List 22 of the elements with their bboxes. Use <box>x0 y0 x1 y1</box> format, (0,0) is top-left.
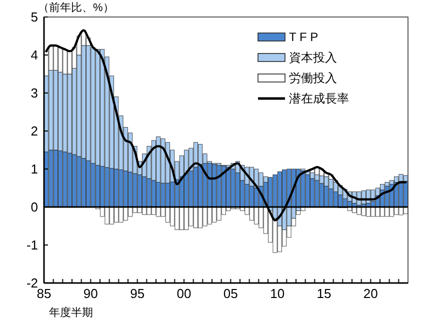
legend-label: T F P <box>289 30 318 44</box>
x-axis-title: 年度半期 <box>49 306 93 319</box>
x-tick-label: 15 <box>316 286 332 301</box>
legend-label: 潜在成長率 <box>289 92 349 106</box>
y-tick-label: 3 <box>30 86 38 101</box>
x-tick-label: 85 <box>36 286 52 301</box>
x-tick-label: 90 <box>83 286 98 301</box>
x-tick-label: 20 <box>363 286 378 301</box>
y-tick-label: -1 <box>26 238 38 253</box>
y-tick-label: 4 <box>30 48 38 63</box>
x-tick-label: 05 <box>223 286 238 301</box>
y-tick-label: 2 <box>30 124 38 139</box>
y-tick-label: 1 <box>30 162 38 177</box>
y-axis-title: （前年比、%） <box>38 1 114 14</box>
y-tick-label: 5 <box>30 10 38 25</box>
y-tick-label: 0 <box>30 200 38 215</box>
y-tick-label: -2 <box>26 276 38 291</box>
legend-label: 資本投入 <box>289 50 337 65</box>
x-tick-label: 00 <box>176 286 192 301</box>
x-tick-label: 95 <box>130 286 145 301</box>
x-tick-label: 10 <box>270 286 285 301</box>
legend-label: 労働投入 <box>289 71 337 86</box>
